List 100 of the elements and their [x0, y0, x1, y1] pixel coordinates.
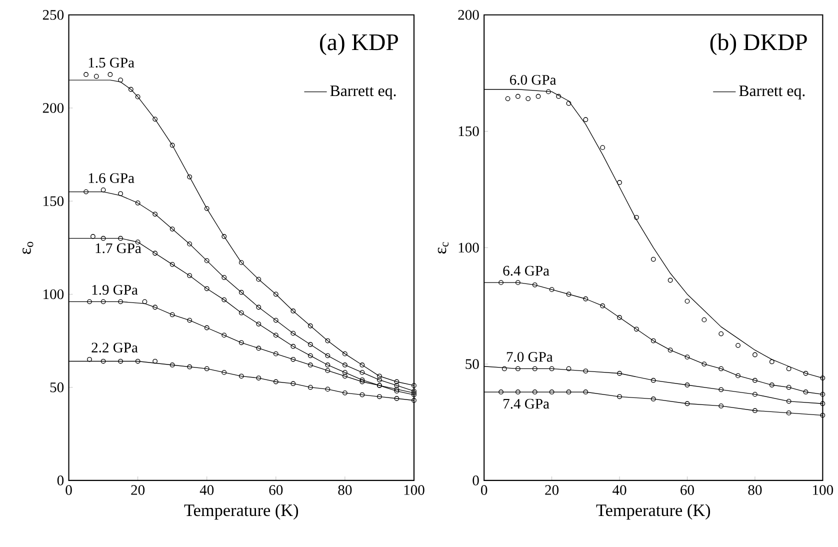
point [135, 200, 140, 206]
point [256, 277, 262, 282]
point [702, 318, 707, 322]
point [118, 236, 124, 241]
point [536, 94, 541, 99]
point [634, 326, 639, 332]
point [238, 310, 244, 316]
point [505, 96, 510, 102]
point [170, 143, 175, 148]
point [308, 324, 313, 329]
point [786, 410, 792, 416]
point [718, 387, 724, 392]
point [290, 344, 296, 350]
series-label: 1.7 GPa [96, 244, 142, 254]
point [325, 386, 330, 392]
point [108, 72, 113, 78]
point [498, 280, 504, 286]
point [135, 94, 140, 100]
point [634, 215, 639, 220]
series-label: 1.6 GPa [88, 173, 134, 184]
point [187, 364, 192, 370]
point [222, 234, 227, 240]
point [170, 362, 175, 368]
point [650, 338, 656, 344]
point [566, 101, 572, 106]
point [290, 331, 296, 336]
point [135, 359, 140, 364]
point [342, 370, 348, 376]
point [394, 386, 400, 392]
point [204, 258, 210, 264]
point [702, 362, 707, 367]
point [238, 340, 244, 346]
series-label: 6.4 GPa [503, 266, 550, 276]
y-tick-label: 150 [458, 126, 479, 136]
point [684, 354, 690, 360]
point [736, 373, 740, 378]
point [238, 374, 244, 379]
point [100, 299, 106, 304]
point [532, 282, 538, 288]
point [273, 318, 278, 323]
point [566, 292, 572, 297]
series-label: 7.0 GPa [506, 352, 553, 362]
point [325, 338, 330, 344]
legend-label: Barrett eq. [739, 86, 805, 100]
y-tick-label: 150 [44, 196, 64, 206]
point [187, 174, 192, 180]
x-tick-label: 60 [269, 485, 283, 496]
point [556, 94, 562, 99]
point [583, 296, 588, 302]
point [394, 380, 400, 384]
point [100, 236, 106, 241]
point [308, 362, 313, 368]
point [803, 371, 808, 376]
point [752, 392, 758, 397]
point [360, 392, 365, 398]
point [87, 299, 92, 304]
point [290, 308, 296, 314]
y-tick-label: 200 [458, 10, 479, 20]
point [532, 390, 538, 395]
point [786, 399, 792, 404]
point [684, 298, 690, 304]
point [600, 304, 606, 309]
point [516, 366, 520, 372]
point [718, 366, 724, 372]
point [290, 381, 296, 386]
point [549, 287, 554, 292]
x-axis-title: Temperature (K) [596, 504, 710, 520]
point [498, 390, 504, 395]
point [566, 390, 572, 395]
point [786, 385, 792, 390]
point [222, 275, 227, 280]
point [170, 312, 175, 318]
y-tick-label: 50 [50, 382, 64, 392]
point [394, 396, 400, 402]
point [238, 290, 244, 296]
point [803, 390, 808, 395]
x-tick-label: 40 [200, 485, 214, 496]
point [668, 348, 673, 353]
point [650, 378, 656, 383]
point [142, 299, 148, 304]
point [617, 315, 622, 320]
point [256, 376, 262, 381]
x-tick-label: 40 [612, 485, 626, 496]
point [516, 94, 520, 99]
point [94, 74, 99, 79]
point [152, 251, 158, 256]
point [187, 273, 192, 278]
x-tick-label: 20 [545, 485, 559, 496]
point [546, 89, 551, 94]
point [516, 390, 520, 395]
legend-label: Barrett eq. [330, 86, 396, 100]
point [128, 87, 134, 92]
text: (a) KDP [320, 34, 398, 56]
point [84, 72, 88, 78]
x-tick-label: 0 [66, 485, 72, 496]
point [394, 383, 400, 388]
point [187, 318, 192, 323]
point [222, 370, 227, 376]
point [152, 305, 158, 310]
point [118, 359, 124, 364]
